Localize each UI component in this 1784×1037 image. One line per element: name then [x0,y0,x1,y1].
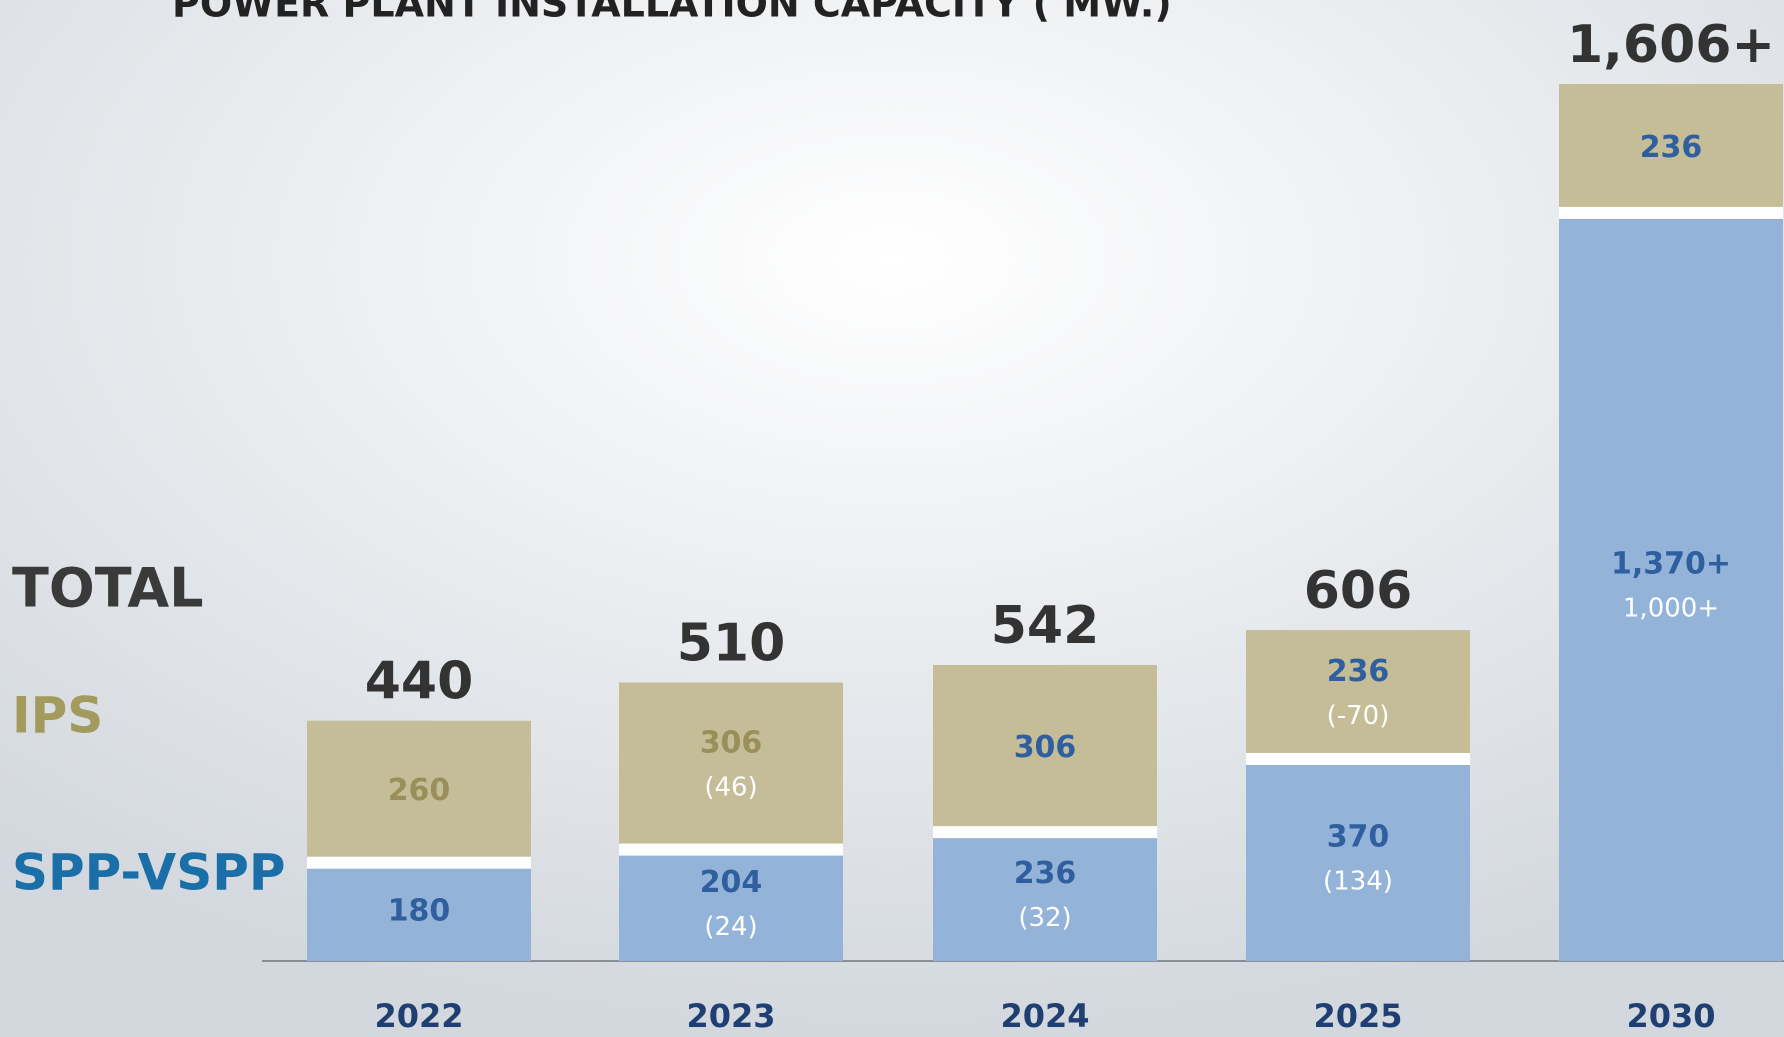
value-label: 180 [388,893,451,928]
value-note: (46) [704,773,757,803]
total-label: 606 [1304,561,1413,621]
segment-gap [619,843,843,856]
value-note: (32) [1018,903,1071,933]
total-legend: TOTAL [12,557,204,620]
bar-segment [933,665,1157,833]
value-label: 260 [388,773,451,808]
x-tick-label: 2024 [1000,997,1089,1035]
value-note: 1,000+ [1623,593,1719,623]
value-note: (-70) [1327,701,1390,731]
segment-gap [307,856,531,869]
bar-segment [307,862,531,961]
value-label: 236 [1014,856,1077,891]
x-tick-label: 2023 [686,997,775,1035]
bar-segment [1559,212,1783,961]
value-label: 370 [1327,819,1390,854]
bar-segment [1559,84,1783,213]
bar-segment [1246,758,1470,961]
total-label: 440 [365,652,474,712]
total-label: 542 [991,596,1100,656]
value-note: (24) [704,912,757,942]
bar-segment [933,832,1157,961]
chart-title: POWER PLANT INSTALLATION CAPACITY ( MW.) [172,0,1172,26]
segment-gap [1559,206,1783,219]
bar-segment [619,849,843,961]
value-label: 306 [700,726,763,761]
segment-gap [1246,752,1470,765]
total-label: 510 [677,614,786,674]
value-label: 236 [1640,130,1703,165]
value-label: 306 [1014,730,1077,765]
legend-label: IPS [12,687,103,745]
value-label: 1,370+ [1611,546,1731,581]
x-tick-label: 2025 [1313,997,1402,1035]
value-note: (134) [1323,866,1393,896]
bar-segment [307,720,531,863]
total-label: 1,606+ [1567,15,1775,75]
segment-gap [933,826,1157,839]
x-tick-label: 2022 [374,997,463,1035]
bar-segment [619,682,843,850]
x-tick-label: 2030 [1626,997,1715,1035]
value-label: 204 [700,865,763,900]
bar-segment [1246,630,1470,759]
value-label: 236 [1327,654,1390,689]
legend-label: SPP-VSPP [12,844,286,902]
